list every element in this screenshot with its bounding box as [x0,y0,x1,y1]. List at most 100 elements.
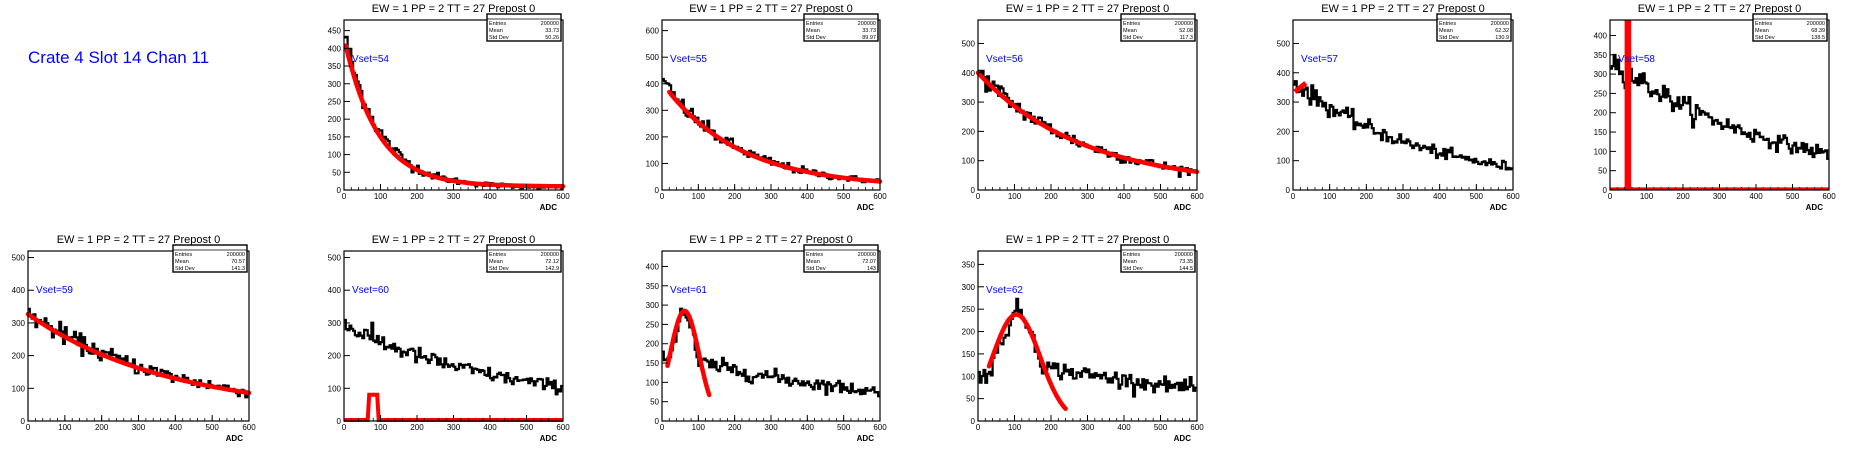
histogram-panel: EW = 1 PP = 2 TT = 27 Prepost 0 0 100 200 30… [962,234,1205,443]
x-tick-label: 300 [447,192,461,201]
x-tick-label: 100 [1008,423,1022,432]
x-tick-label: 100 [692,192,706,201]
x-tick-label: 600 [1190,192,1204,201]
y-tick-label: 300 [646,301,660,310]
stats-value: 141.3 [231,266,245,272]
stats-value: 73.35 [1179,259,1193,265]
histogram-panel: EW = 1 PP = 2 TT = 27 Prepost 0 0 100 200 30… [1594,3,1837,212]
y-tick-label: 300 [12,319,26,328]
fit-curve [975,70,1200,175]
stats-value: 138.5 [1811,35,1825,41]
stats-value: 62.32 [1495,28,1509,34]
stats-label: Mean [1123,28,1137,34]
y-tick-label: 400 [328,44,342,53]
y-tick-label: 50 [332,168,341,177]
y-tick-label: 500 [1277,39,1291,48]
histogram-series [662,77,880,184]
x-tick-label: 400 [801,192,815,201]
x-tick-label: 0 [976,423,981,432]
y-tick-label: 150 [646,359,660,368]
y-tick-label: 400 [646,262,660,271]
plot-frame [1609,19,1830,191]
histogram-series [28,307,249,399]
y-tick-label: 0 [1286,186,1291,195]
vset-annotation: Vset=58 [1618,54,1655,65]
plot-frame [343,19,564,191]
chart-title: EW = 1 PP = 2 TT = 27 Prepost 0 [372,3,536,15]
stats-label: Mean [489,28,503,34]
x-tick-label: 200 [95,423,109,432]
chart-title: EW = 1 PP = 2 TT = 27 Prepost 0 [57,234,221,246]
stats-box [1436,13,1512,42]
x-axis-label: ADC [857,203,875,212]
stats-value: 200000 [1807,21,1825,27]
x-tick-label: 600 [1822,192,1836,201]
x-tick-label: 100 [1640,192,1654,201]
x-tick-label: 300 [1081,423,1095,432]
chart-title: EW = 1 PP = 2 TT = 27 Prepost 0 [1006,234,1170,246]
stats-label: Std Dev [489,266,509,272]
y-tick-label: 350 [646,282,660,291]
y-tick-label: 200 [646,133,660,142]
histogram-panel: EW = 1 PP = 2 TT = 27 Prepost 0 0 100 200 30… [646,3,888,212]
chart-title: EW = 1 PP = 2 TT = 27 Prepost 0 [689,3,853,15]
y-tick-label: 0 [655,417,660,426]
stats-value: 143 [867,266,876,272]
y-tick-label: 0 [1603,186,1608,195]
histogram-panel: EW = 1 PP = 2 TT = 27 Prepost 0 0 100 200 30… [328,234,571,443]
y-tick-label: 100 [12,384,26,393]
y-tick-label: 400 [962,69,976,78]
fit-curve [25,311,252,396]
histogram-series [978,69,1197,178]
x-tick-label: 0 [976,192,981,201]
y-tick-label: 350 [1594,51,1608,60]
vset-annotation: Vset=54 [352,54,389,65]
stats-box [486,13,562,42]
histogram-series [1293,80,1513,171]
stats-value: 144.5 [1179,266,1193,272]
y-tick-label: 400 [1594,31,1608,40]
y-tick-label: 300 [962,283,976,292]
vset-annotation: Vset=57 [1301,54,1338,65]
stats-box [486,244,562,273]
stats-label: Std Dev [489,35,509,41]
x-tick-label: 0 [660,192,665,201]
y-tick-label: 100 [646,378,660,387]
y-tick-label: 200 [962,127,976,136]
stats-box [803,244,879,273]
stats-value: 200000 [1175,21,1193,27]
y-tick-label: 200 [1277,127,1291,136]
stats-value: 200000 [541,252,559,258]
fit-spike [1624,20,1632,190]
chart-title: EW = 1 PP = 2 TT = 27 Prepost 0 [1006,3,1170,15]
x-tick-label: 500 [520,192,534,201]
y-tick-label: 350 [962,260,976,269]
y-tick-label: 50 [650,398,659,407]
stats-box [1120,244,1196,273]
y-tick-label: 50 [966,395,975,404]
x-axis-label: ADC [1806,203,1824,212]
y-tick-label: 250 [962,305,976,314]
x-tick-label: 400 [1117,192,1131,201]
y-tick-label: 300 [646,106,660,115]
stats-label: Std Dev [806,266,826,272]
x-tick-label: 500 [1786,192,1800,201]
stats-label: Std Dev [1123,35,1143,41]
y-tick-label: 600 [646,27,660,36]
stats-box [1752,13,1828,42]
x-axis-label: ADC [540,203,558,212]
x-tick-label: 0 [1608,192,1613,201]
y-tick-label: 100 [962,157,976,166]
y-tick-label: 350 [328,62,342,71]
y-tick-label: 200 [1594,109,1608,118]
fit-curve [986,312,1068,411]
y-tick-label: 200 [962,328,976,337]
stats-label: Std Dev [1123,266,1143,272]
histogram-panel: EW = 1 PP = 2 TT = 27 Prepost 0 0 100 200 30… [646,234,888,443]
x-axis-label: ADC [1174,434,1192,443]
histogram-panel: EW = 1 PP = 2 TT = 27 Prepost 0 0 100 200 30… [12,234,257,443]
stats-label: Entries [175,252,192,258]
stats-label: Mean [1439,28,1453,34]
stats-label: Entries [1123,21,1140,27]
stats-label: Mean [806,28,820,34]
